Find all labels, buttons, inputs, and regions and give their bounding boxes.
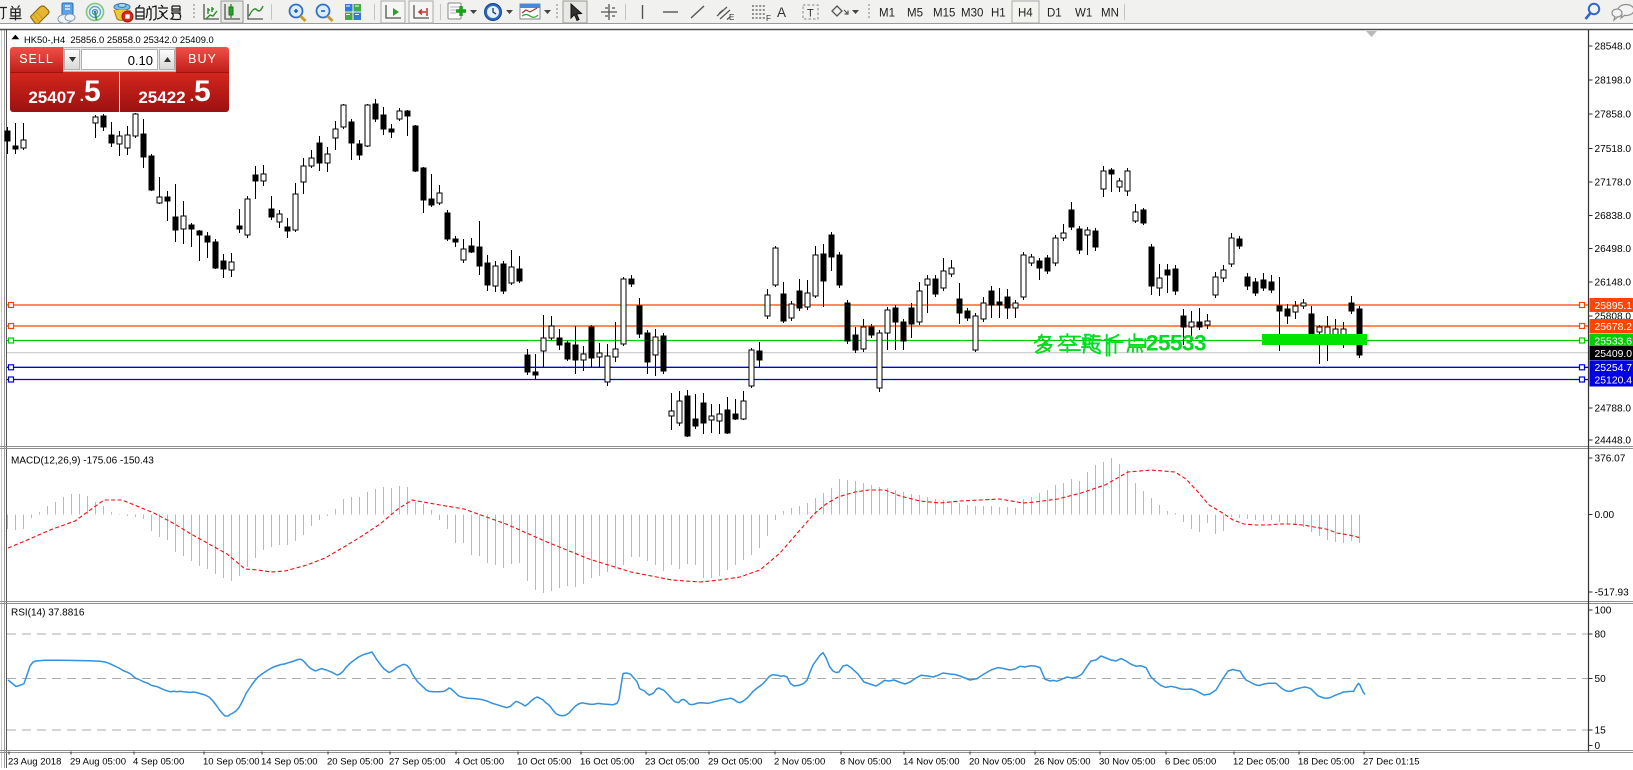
svg-text:H4: H4 [1018, 8, 1033, 20]
svg-text:27 Dec 01:15: 27 Dec 01:15 [1363, 757, 1420, 768]
svg-text:26148.0: 26148.0 [1595, 278, 1632, 289]
svg-text:F: F [766, 14, 771, 23]
svg-text:D1: D1 [1047, 8, 1062, 20]
svg-text:24448.0: 24448.0 [1595, 436, 1632, 447]
svg-text:M5: M5 [907, 8, 923, 20]
svg-text:A: A [777, 5, 786, 20]
svg-text:W1: W1 [1075, 8, 1092, 20]
svg-text:27178.0: 27178.0 [1595, 178, 1632, 189]
svg-text:E: E [729, 13, 734, 22]
svg-text:12 Dec 05:00: 12 Dec 05:00 [1233, 757, 1290, 768]
svg-text:26498.0: 26498.0 [1595, 244, 1632, 255]
svg-text:25254.7: 25254.7 [1595, 363, 1633, 374]
svg-text:10 Oct 05:00: 10 Oct 05:00 [517, 757, 571, 768]
svg-text:27858.0: 27858.0 [1595, 110, 1632, 121]
svg-text:24788.0: 24788.0 [1595, 404, 1632, 415]
svg-text:80: 80 [1595, 630, 1607, 641]
svg-text:27518.0: 27518.0 [1595, 144, 1632, 155]
svg-text:26 Nov 05:00: 26 Nov 05:00 [1034, 757, 1091, 768]
svg-text:10 Sep 05:00: 10 Sep 05:00 [203, 757, 260, 768]
svg-text:2 Nov 05:00: 2 Nov 05:00 [774, 757, 825, 768]
svg-text:25678.2: 25678.2 [1595, 322, 1633, 333]
svg-text:26838.0: 26838.0 [1595, 211, 1632, 222]
svg-text:15: 15 [1595, 726, 1607, 737]
svg-text:27 Sep 05:00: 27 Sep 05:00 [389, 757, 446, 768]
svg-text:M1: M1 [879, 8, 895, 20]
svg-text:4 Oct 05:00: 4 Oct 05:00 [455, 757, 504, 768]
svg-text:30 Nov 05:00: 30 Nov 05:00 [1099, 757, 1156, 768]
svg-text:29 Oct 05:00: 29 Oct 05:00 [708, 757, 762, 768]
svg-text:25533.6: 25533.6 [1595, 336, 1633, 347]
svg-text:16 Oct 05:00: 16 Oct 05:00 [580, 757, 634, 768]
svg-text:HK50-,H4 25856.0 25858.0 2534: HK50-,H4 25856.0 25858.0 25342.0 25409.0 [24, 34, 214, 45]
svg-text:50: 50 [1595, 674, 1607, 685]
svg-text:18 Dec 05:00: 18 Dec 05:00 [1298, 757, 1355, 768]
svg-text:23 Aug 2018: 23 Aug 2018 [8, 757, 61, 768]
svg-text:28198.0: 28198.0 [1595, 76, 1632, 87]
svg-text:29 Aug 05:00: 29 Aug 05:00 [70, 757, 126, 768]
svg-text:4 Sep 05:00: 4 Sep 05:00 [133, 757, 184, 768]
svg-text:8 Nov 05:00: 8 Nov 05:00 [840, 757, 891, 768]
svg-text:20 Sep 05:00: 20 Sep 05:00 [327, 757, 384, 768]
svg-text:25808.0: 25808.0 [1595, 312, 1632, 323]
svg-text:14 Nov 05:00: 14 Nov 05:00 [903, 757, 960, 768]
svg-text:M30: M30 [961, 8, 983, 20]
svg-text:25533: 25533 [1146, 331, 1206, 356]
svg-text:0.00: 0.00 [1595, 510, 1615, 521]
svg-text:20 Nov 05:00: 20 Nov 05:00 [969, 757, 1026, 768]
svg-text:-517.93: -517.93 [1595, 588, 1630, 599]
svg-text:25409.0: 25409.0 [1595, 349, 1633, 360]
svg-text:H1: H1 [991, 8, 1006, 20]
svg-text:23 Oct 05:00: 23 Oct 05:00 [645, 757, 699, 768]
svg-text:T: T [807, 8, 814, 20]
svg-text:25895.1: 25895.1 [1595, 301, 1633, 312]
svg-text:RSI(14) 37.8816: RSI(14) 37.8816 [11, 608, 85, 619]
svg-text:M15: M15 [933, 8, 955, 20]
svg-text:6 Dec 05:00: 6 Dec 05:00 [1165, 757, 1216, 768]
svg-text:28548.0: 28548.0 [1595, 42, 1632, 53]
svg-text:MN: MN [1101, 8, 1119, 20]
svg-text:100: 100 [1595, 606, 1612, 617]
svg-text:376.07: 376.07 [1595, 454, 1626, 465]
svg-text:25120.4: 25120.4 [1595, 375, 1633, 386]
svg-text:14 Sep 05:00: 14 Sep 05:00 [261, 757, 318, 768]
svg-text:0: 0 [1595, 741, 1601, 752]
svg-text:MACD(12,26,9) -175.06 -150.43: MACD(12,26,9) -175.06 -150.43 [11, 456, 154, 467]
